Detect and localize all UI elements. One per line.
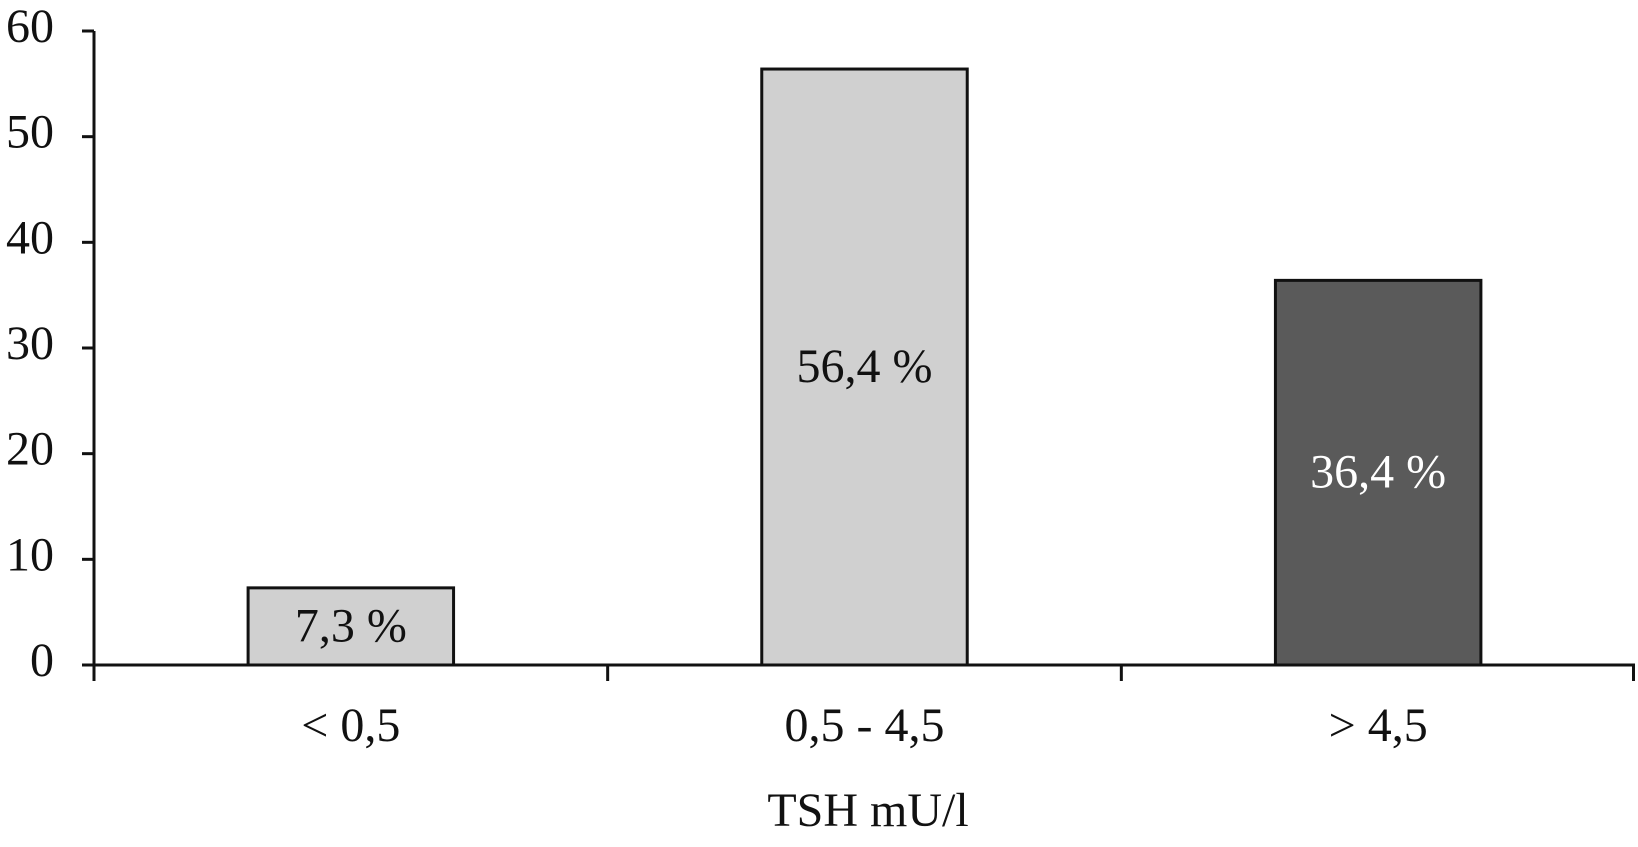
value-label: 36,4 %: [1310, 446, 1446, 499]
y-tick-label: 0: [30, 634, 54, 687]
y-tick-label: 30: [6, 317, 54, 370]
x-tick-label: < 0,5: [301, 699, 400, 752]
value-label: 56,4 %: [797, 340, 933, 393]
bar: [246, 586, 456, 667]
y-tick-label: 40: [6, 211, 54, 264]
x-tick-label: > 4,5: [1329, 699, 1428, 752]
y-tick-label: 20: [6, 423, 54, 476]
x-axis-title: TSH mU/l: [767, 784, 968, 837]
y-tick-label: 50: [6, 106, 54, 159]
x-tick-label: 0,5 - 4,5: [785, 699, 945, 752]
y-tick-label: 60: [6, 0, 54, 53]
y-tick-label: 10: [6, 528, 54, 581]
bar: [1273, 278, 1483, 667]
bar: [760, 67, 969, 667]
value-label: 7,3 %: [295, 599, 407, 652]
